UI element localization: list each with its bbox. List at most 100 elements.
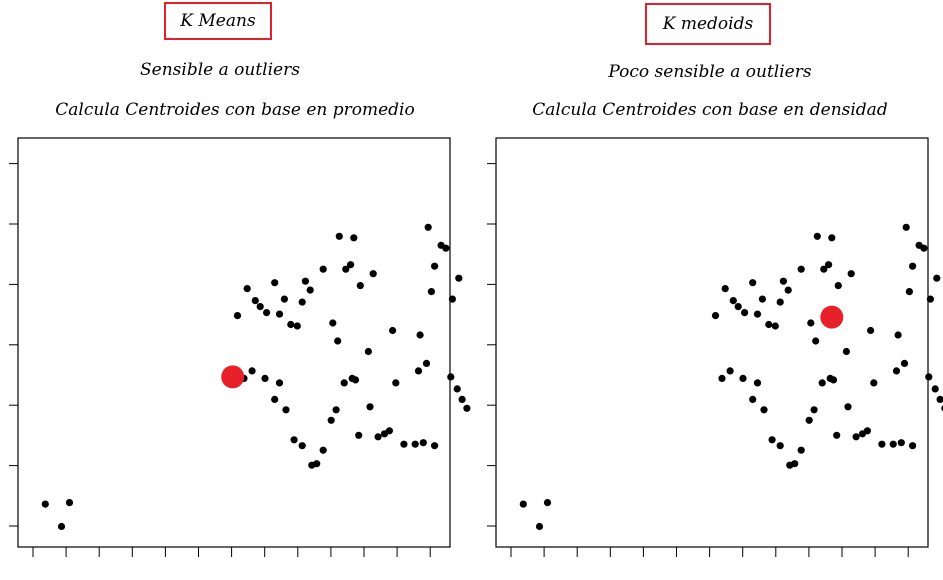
kmeans-data-point	[263, 309, 271, 317]
kmedoids-title-box: K medoids	[645, 3, 771, 45]
kmedoids-data-point	[760, 406, 768, 414]
kmeans-subtitle-1: Sensible a outliers	[140, 60, 300, 80]
kmeans-title: K Means	[180, 11, 256, 31]
kmeans-data-point	[334, 337, 342, 345]
kmedoids-data-point	[931, 385, 939, 393]
kmeans-data-point	[313, 460, 321, 468]
kmedoids-data-point	[768, 436, 776, 444]
kmedoids-data-point	[741, 309, 749, 317]
kmedoids-data-point	[726, 367, 734, 375]
kmedoids-data-point	[844, 403, 852, 411]
kmedoids-data-point	[543, 499, 552, 507]
kmedoids-data-point	[892, 367, 901, 375]
kmeans-data-point	[351, 376, 360, 384]
kmeans-data-point	[427, 288, 435, 296]
kmeans-data-point	[301, 277, 309, 285]
kmeans-data-point	[248, 367, 256, 375]
kmedoids-data-point	[897, 439, 905, 447]
kmedoids-data-point	[829, 376, 838, 384]
kmedoids-data-point	[936, 395, 943, 403]
kmeans-data-point	[355, 431, 363, 439]
kmedoids-data-point	[867, 326, 875, 335]
kmedoids-data-point	[734, 303, 742, 311]
kmedoids-data-point	[729, 297, 737, 305]
kmedoids-data-point	[925, 373, 933, 381]
kmedoids-data-point	[758, 295, 767, 303]
kmeans-data-point	[411, 440, 419, 448]
kmeans-data-point	[332, 406, 340, 414]
kmedoids-data-point	[776, 298, 784, 306]
kmeans-data-point	[41, 500, 49, 508]
kmeans-data-point	[271, 395, 279, 403]
kmedoids-data-point	[805, 416, 813, 424]
kmeans-data-point	[442, 244, 450, 252]
kmedoids-subtitle-1: Poco sensible a outliers	[608, 62, 812, 82]
kmeans-data-point	[319, 265, 327, 273]
kmeans-data-point	[385, 427, 393, 435]
kmeans-data-point	[243, 285, 251, 293]
kmeans-data-point	[342, 265, 350, 273]
kmeans-centroid-point	[221, 365, 245, 389]
kmedoids-data-point	[926, 295, 935, 303]
kmeans-data-point	[329, 319, 337, 327]
kmeans-data-point	[271, 279, 279, 287]
kmedoids-data-point	[797, 446, 805, 454]
kmedoids-data-point	[847, 270, 855, 278]
kmeans-data-point	[340, 379, 348, 387]
kmeans-data-point	[287, 320, 295, 329]
kmeans-data-point	[335, 232, 343, 240]
kmeans-data-point	[280, 295, 288, 303]
kmeans-data-point	[414, 367, 423, 375]
kmeans-data-point	[298, 298, 306, 306]
kmedoids-data-point	[749, 279, 757, 287]
kmedoids-data-point	[776, 442, 784, 450]
kmeans-data-point	[374, 433, 382, 441]
kmedoids-data-point	[797, 265, 805, 273]
kmedoids-data-point	[765, 320, 773, 329]
kmedoids-data-point	[870, 379, 878, 387]
kmedoids-data-point	[807, 319, 815, 327]
kmedoids-data-point	[739, 374, 747, 382]
kmeans-data-point	[453, 385, 461, 393]
kmeans-data-point	[290, 436, 298, 444]
kmedoids-data-point	[820, 265, 828, 273]
kmedoids-data-point	[933, 274, 941, 282]
kmedoids-data-point	[771, 322, 779, 330]
kmeans-data-point	[306, 286, 314, 294]
kmedoids-data-point	[818, 379, 826, 387]
kmeans-data-point	[422, 359, 431, 367]
kmedoids-data-point	[784, 286, 792, 294]
kmedoids-data-point	[810, 406, 818, 414]
kmeans-data-point	[366, 403, 374, 411]
kmedoids-data-point	[878, 440, 886, 448]
kmeans-data-point	[424, 223, 432, 231]
kmeans-data-point	[356, 282, 364, 290]
kmeans-data-point	[275, 310, 284, 318]
kmedoids-data-point	[749, 395, 757, 403]
kmeans-data-point	[319, 446, 327, 454]
kmeans-data-point	[65, 499, 74, 507]
kmedoids-subtitle-2: Calcula Centroides con base en densidad	[532, 100, 888, 120]
kmedoids-data-point	[909, 442, 917, 450]
kmedoids-data-point	[812, 337, 820, 345]
kmeans-data-point	[282, 406, 290, 414]
kmeans-data-point	[261, 374, 269, 382]
kmedoids-data-point	[900, 359, 909, 367]
kmedoids-data-point	[920, 244, 928, 252]
kmeans-data-point	[347, 261, 355, 269]
kmedoids-data-point	[863, 427, 872, 435]
kmeans-data-point	[275, 379, 284, 387]
kmeans-data-point	[57, 522, 66, 531]
kmeans-data-point	[293, 322, 301, 330]
kmeans-title-box: K Means	[164, 2, 272, 40]
kmeans-data-point	[458, 395, 466, 403]
kmeans-data-point	[400, 440, 408, 448]
kmedoids-data-point	[791, 460, 799, 468]
kmedoids-plot-frame	[495, 137, 929, 548]
kmedoids-data-point	[889, 440, 897, 448]
kmeans-data-point	[455, 274, 463, 282]
kmeans-data-point	[392, 379, 400, 387]
kmedoids-data-point	[833, 431, 841, 439]
kmedoids-data-point	[852, 433, 860, 441]
